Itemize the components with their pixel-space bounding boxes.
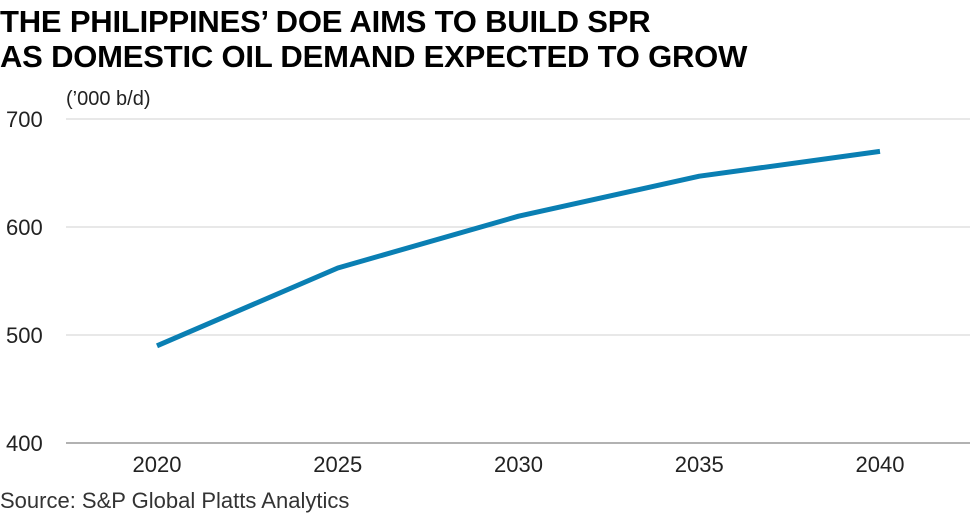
x-tick-label: 2020: [133, 452, 182, 477]
y-tick-label: 500: [6, 323, 43, 348]
y-axis-unit-label: (’000 b/d): [66, 88, 151, 110]
x-tick-label: 2025: [313, 452, 362, 477]
chart-title-line-2: AS DOMESTIC OIL DEMAND EXPECTED TO GROW: [0, 39, 748, 74]
x-tick-label: 2040: [856, 452, 905, 477]
source-note: Source: S&P Global Platts Analytics: [0, 488, 350, 513]
x-tick-label: 2035: [675, 452, 724, 477]
y-tick-label: 400: [6, 431, 43, 456]
chart-title: THE PHILIPPINES’ DOE AIMS TO BUILD SPR A…: [0, 4, 747, 74]
series-line-domestic-oil-demand: [156, 148, 881, 349]
y-tick-label: 700: [6, 107, 43, 132]
y-tick-label: 600: [6, 215, 43, 240]
x-tick-label: 2030: [494, 452, 543, 477]
chart-title-line-1: THE PHILIPPINES’ DOE AIMS TO BUILD SPR: [0, 4, 651, 39]
